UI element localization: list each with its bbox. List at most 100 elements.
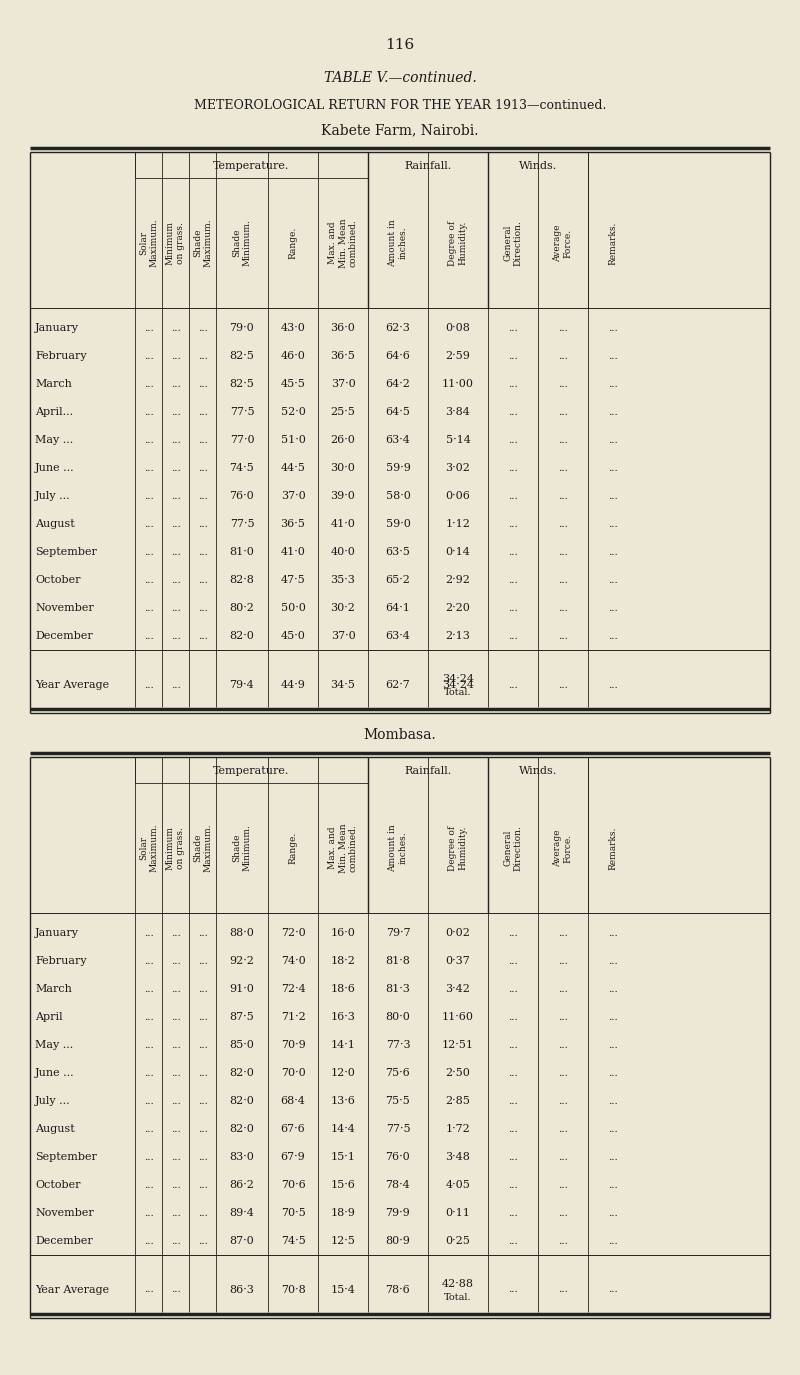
Text: 13·6: 13·6 [330,1096,355,1106]
Text: ...: ... [170,463,180,473]
Text: ...: ... [558,1152,568,1162]
Text: ...: ... [170,1096,180,1106]
Text: ...: ... [508,491,518,500]
Text: 62·3: 62·3 [386,323,410,333]
Text: 63·4: 63·4 [386,631,410,641]
Text: 0·02: 0·02 [446,928,470,938]
Text: ...: ... [608,1286,618,1294]
Text: ...: ... [608,547,618,557]
Text: ...: ... [608,491,618,500]
Text: ...: ... [608,957,618,965]
Text: ...: ... [608,1181,618,1189]
Text: ...: ... [508,1096,518,1106]
Text: September: September [35,547,97,557]
Text: November: November [35,1209,94,1218]
Text: 12·51: 12·51 [442,1040,474,1050]
Text: ...: ... [608,631,618,641]
Text: 77·5: 77·5 [386,1123,410,1134]
Text: ...: ... [608,1209,618,1217]
Text: 34·5: 34·5 [330,681,355,690]
Text: ...: ... [508,1236,518,1246]
Text: ...: ... [608,984,618,994]
Text: 2·85: 2·85 [446,1096,470,1106]
Text: ...: ... [558,547,568,557]
Text: ...: ... [170,681,180,689]
Text: ...: ... [198,631,207,641]
Text: ...: ... [198,604,207,612]
Text: ...: ... [170,547,180,557]
Text: 5·14: 5·14 [446,434,470,446]
Text: 0·08: 0·08 [446,323,470,333]
Text: 79·7: 79·7 [386,928,410,938]
Text: ...: ... [144,436,154,444]
Text: ...: ... [170,576,180,584]
Text: 30·0: 30·0 [330,463,355,473]
Text: Max. and
Min. Mean
combined.: Max. and Min. Mean combined. [328,219,358,268]
Text: ...: ... [144,520,154,528]
Text: 2·20: 2·20 [446,604,470,613]
Text: Minimum
on grass.: Minimum on grass. [166,221,185,265]
Text: 37·0: 37·0 [281,491,306,500]
Text: Winds.: Winds. [519,161,557,170]
Text: ...: ... [144,352,154,360]
Text: ...: ... [198,323,207,333]
Text: ...: ... [558,1286,568,1294]
Text: December: December [35,1236,93,1246]
Text: Amount in
inches.: Amount in inches. [388,824,408,872]
Text: ...: ... [508,631,518,641]
Text: 40·0: 40·0 [330,547,355,557]
Text: 59·0: 59·0 [386,518,410,529]
Text: 70·9: 70·9 [281,1040,306,1050]
Text: ...: ... [170,323,180,333]
Text: ...: ... [198,463,207,473]
Text: ...: ... [170,957,180,965]
Text: ...: ... [198,520,207,528]
Text: Rainfall.: Rainfall. [404,161,452,170]
Text: ...: ... [144,604,154,612]
Text: Max. and
Min. Mean
combined.: Max. and Min. Mean combined. [328,824,358,873]
Text: 64·2: 64·2 [386,380,410,389]
Text: Winds.: Winds. [519,766,557,776]
Text: 72·0: 72·0 [281,928,306,938]
Text: October: October [35,575,81,584]
Text: ...: ... [170,1041,180,1049]
Text: ...: ... [508,1286,518,1294]
Text: ...: ... [508,604,518,612]
Text: 25·5: 25·5 [330,407,355,417]
Text: 80·2: 80·2 [230,604,254,613]
Text: ...: ... [608,463,618,473]
Text: August: August [35,1123,74,1134]
Text: Mombasa.: Mombasa. [364,727,436,742]
Text: 4·05: 4·05 [446,1180,470,1189]
Text: ...: ... [608,1096,618,1106]
Text: 70·6: 70·6 [281,1180,306,1189]
Text: ...: ... [198,1209,207,1217]
Text: 43·0: 43·0 [281,323,306,333]
Text: ...: ... [170,1068,180,1078]
Text: 81·3: 81·3 [386,984,410,994]
Text: ...: ... [508,1068,518,1078]
Text: 76·0: 76·0 [386,1152,410,1162]
Text: ...: ... [170,928,180,938]
Text: General
Direction.: General Direction. [503,825,522,870]
Text: ...: ... [170,491,180,500]
Text: 16·3: 16·3 [330,1012,355,1022]
Text: ...: ... [608,1152,618,1162]
Text: 44·9: 44·9 [281,681,306,690]
Text: ...: ... [608,1236,618,1246]
Text: 44·5: 44·5 [281,463,306,473]
Text: 87·0: 87·0 [230,1236,254,1246]
Text: ...: ... [144,1012,154,1022]
Text: 74·0: 74·0 [281,956,306,967]
Text: TABLE V.—continued.: TABLE V.—continued. [324,72,476,85]
Text: Temperature.: Temperature. [214,766,290,776]
Text: ...: ... [198,352,207,360]
Text: 86·3: 86·3 [230,1286,254,1295]
Text: ...: ... [508,436,518,444]
Text: December: December [35,631,93,641]
Text: ...: ... [198,1041,207,1049]
Text: 63·4: 63·4 [386,434,410,446]
Text: ...: ... [558,957,568,965]
Text: ...: ... [144,1181,154,1189]
Text: 88·0: 88·0 [230,928,254,938]
